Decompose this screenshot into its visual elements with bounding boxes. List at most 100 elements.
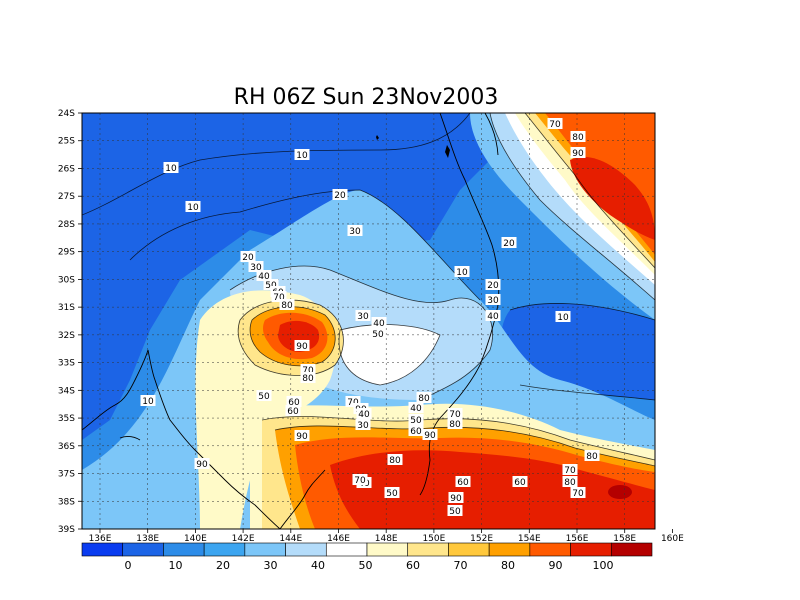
- y-tick-label: 35S: [58, 414, 75, 424]
- x-tick-label: 156E: [566, 534, 589, 544]
- y-tick-label: 37S: [58, 470, 75, 480]
- contour-label: 30: [349, 227, 361, 237]
- y-tick-label: 38S: [58, 497, 75, 507]
- contour-label: 90: [296, 342, 308, 352]
- contour-label: 70: [549, 120, 561, 130]
- contour-label: 10: [187, 203, 199, 213]
- x-tick-label: 138E: [136, 534, 159, 544]
- colorbar-label: 90: [549, 559, 563, 572]
- colorbar-swatch: [81, 542, 124, 557]
- contour-label: 50: [258, 392, 270, 402]
- x-tick-label: 154E: [518, 534, 541, 544]
- contour-label: 10: [456, 268, 468, 278]
- field-region-dark-red-ne: [570, 156, 655, 240]
- map-plot-area: [82, 113, 655, 529]
- x-axis-labels: 136E 138E 140E 142E 144E 146E 148E 150E 152E 154E…: [89, 529, 684, 544]
- y-tick-label: 33S: [58, 359, 75, 369]
- y-tick-label: 29S: [58, 248, 75, 258]
- contour-label: 60: [287, 407, 299, 417]
- contour-label: 30: [357, 312, 369, 322]
- contour-label: 60: [288, 398, 300, 408]
- x-tick-label: 152E: [470, 534, 493, 544]
- contour-label: 20: [334, 191, 346, 201]
- colorbar-swatch: [325, 542, 368, 557]
- contour-label: 70: [449, 410, 461, 420]
- x-tick-label: 136E: [89, 534, 112, 544]
- contour-label: 60: [514, 478, 526, 488]
- contour-label: 50: [372, 330, 384, 340]
- colorbar-swatch: [163, 542, 205, 557]
- y-tick-label: 27S: [58, 192, 75, 202]
- contour-label: 90: [196, 460, 208, 470]
- y-tick-label: 30S: [58, 275, 75, 285]
- contour-label: 60: [410, 427, 422, 437]
- contour-label: 10: [296, 151, 308, 161]
- contour-label: 50: [410, 416, 422, 426]
- contour-label: 70: [347, 398, 359, 408]
- contour-label: 40: [358, 410, 370, 420]
- contour-label: 10: [165, 164, 177, 174]
- colorbar-label: 40: [311, 559, 325, 572]
- contour-labels: 1010102030203040506070809010202030401070…: [140, 118, 600, 517]
- contour-label: 40: [410, 404, 422, 414]
- y-tick-label: 28S: [58, 220, 75, 230]
- plot-frame: [81, 112, 656, 530]
- colorbar: 0 10 20 30 40 50 60 70 80 90 100: [81, 542, 653, 572]
- colorbar-label: 0: [125, 559, 132, 572]
- x-tick-label: 140E: [184, 534, 207, 544]
- colorbar-label: 10: [169, 559, 183, 572]
- map-title: RH 06Z Sun 23Nov2003: [234, 85, 499, 110]
- contour-label: 90: [572, 149, 584, 159]
- field-region-white: [339, 324, 440, 385]
- colorbar-swatch: [570, 542, 612, 557]
- x-tick-label: 142E: [232, 534, 255, 544]
- island: [445, 145, 450, 158]
- y-tick-label: 25S: [58, 137, 75, 147]
- colorbar-label: 50: [359, 559, 373, 572]
- x-tick-label: 150E: [422, 534, 445, 544]
- colorbar-swatch: [488, 542, 531, 557]
- contour-label: 80: [281, 301, 293, 311]
- contour-label: 40: [258, 272, 270, 282]
- x-tick-label: 148E: [375, 534, 398, 544]
- contour-label: 70: [273, 293, 285, 303]
- contour-label: 30: [487, 296, 499, 306]
- colorbar-swatch: [610, 542, 653, 557]
- contour-label: 80: [572, 133, 584, 143]
- contour-label: 40: [373, 319, 385, 329]
- y-tick-label: 24S: [58, 109, 75, 119]
- x-tick-label: 160E: [661, 534, 684, 544]
- contour-label: 90: [296, 432, 308, 442]
- contour-label: 50: [386, 489, 398, 499]
- contour-label: 80: [449, 420, 461, 430]
- y-tick-label: 26S: [58, 164, 75, 174]
- contour-label: 60: [457, 478, 469, 488]
- colorbar-label: 20: [216, 559, 230, 572]
- colorbar-label: 70: [454, 559, 468, 572]
- colorbar-label: 100: [593, 559, 614, 572]
- contour-label: 80: [302, 374, 314, 384]
- colorbar-swatch: [285, 542, 327, 557]
- x-tick-label: 144E: [279, 534, 302, 544]
- colorbar-swatch: [122, 542, 164, 557]
- field-region-max: [608, 485, 632, 499]
- colorbar-swatch: [407, 542, 449, 557]
- contour-label: 70: [354, 476, 366, 486]
- x-tick-label: 146E: [327, 534, 350, 544]
- contour-label: 70: [302, 366, 314, 376]
- contour-label: 80: [564, 478, 576, 488]
- colorbar-swatch: [366, 542, 409, 557]
- contour-label: 30: [357, 421, 369, 431]
- colorbar-label: 80: [501, 559, 515, 572]
- contour-label: 10: [142, 397, 154, 407]
- contour-label: 20: [242, 253, 254, 263]
- contour-label: 50: [449, 507, 461, 517]
- contour-label: 70: [572, 489, 584, 499]
- y-tick-label: 39S: [58, 525, 75, 535]
- field-region-west-dry: [82, 113, 520, 440]
- contour-label: 40: [487, 312, 499, 322]
- colorbar-swatch: [244, 542, 286, 557]
- y-tick-label: 31S: [58, 303, 75, 313]
- colorbar-swatch: [529, 542, 571, 557]
